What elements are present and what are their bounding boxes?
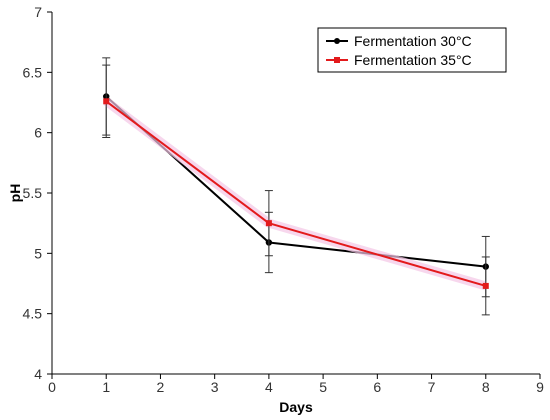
series-halo (103, 97, 488, 291)
series-layer (102, 57, 490, 316)
y-tick-label: 7 (34, 4, 42, 20)
x-tick-label: 4 (265, 379, 273, 395)
series-0 (102, 57, 490, 298)
legend-entry-30c: Fermentation 30°C (326, 33, 472, 49)
y-axis-title: pH (7, 184, 23, 203)
legend-label-30c: Fermentation 30°C (354, 33, 472, 49)
y-tick-label: 5 (34, 245, 42, 261)
x-axis-title: Days (279, 399, 313, 415)
y-tick-label: 5.5 (23, 185, 43, 201)
legend-entry-35c: Fermentation 35°C (326, 52, 472, 68)
series-1 (102, 64, 490, 316)
y-tick-label: 6 (34, 125, 42, 141)
x-tick-label: 9 (536, 379, 544, 395)
y-tick-label: 6.5 (23, 64, 43, 80)
legend-box (317, 27, 507, 73)
data-point (482, 282, 489, 289)
x-tick-label: 5 (319, 379, 327, 395)
data-point (103, 98, 110, 105)
legend-marker-30c (334, 38, 340, 44)
x-tick-label: 3 (211, 379, 219, 395)
legend-marker-35c (334, 57, 340, 63)
y-tick-label: 4.5 (23, 306, 43, 322)
axes: 0 1 2 3 4 5 6 7 8 9 4 4.5 5 5.5 6 6.5 7 (23, 4, 545, 395)
data-point (265, 220, 272, 227)
x-tick-label: 7 (428, 379, 436, 395)
legend-label-35c: Fermentation 35°C (354, 52, 472, 68)
y-tick-label: 4 (34, 366, 42, 382)
x-tick-label: 8 (482, 379, 490, 395)
x-tick-label: 1 (102, 379, 110, 395)
legend: Fermentation 30°C Fermentation 35°C (317, 27, 507, 73)
x-tick-label: 2 (157, 379, 165, 395)
series-line (105, 100, 487, 287)
x-tick-label: 0 (48, 379, 56, 395)
x-tick-label: 6 (373, 379, 381, 395)
series-line (105, 95, 486, 268)
